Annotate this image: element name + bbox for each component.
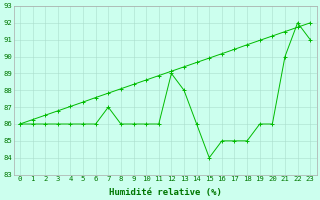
X-axis label: Humidité relative (%): Humidité relative (%) xyxy=(108,188,221,197)
